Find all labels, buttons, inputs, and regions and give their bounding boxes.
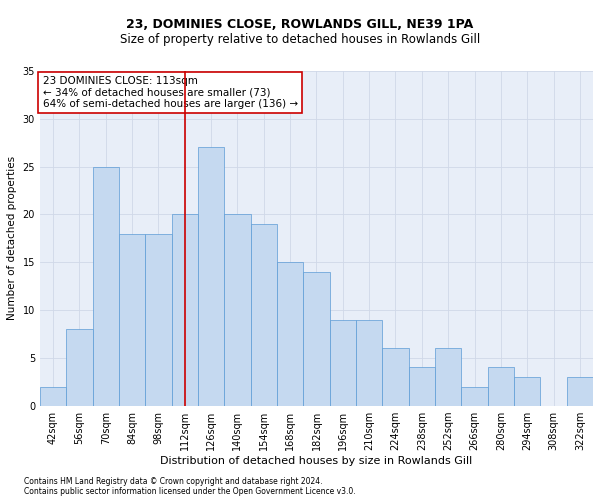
Bar	[461, 386, 488, 406]
Text: Contains HM Land Registry data © Crown copyright and database right 2024.: Contains HM Land Registry data © Crown c…	[24, 477, 323, 486]
Text: 23, DOMINIES CLOSE, ROWLANDS GILL, NE39 1PA: 23, DOMINIES CLOSE, ROWLANDS GILL, NE39 …	[127, 18, 473, 30]
Text: Contains public sector information licensed under the Open Government Licence v3: Contains public sector information licen…	[24, 487, 356, 496]
Bar	[145, 234, 172, 406]
Bar	[198, 148, 224, 406]
Bar	[251, 224, 277, 406]
Bar	[329, 320, 356, 406]
X-axis label: Distribution of detached houses by size in Rowlands Gill: Distribution of detached houses by size …	[160, 456, 473, 466]
Bar	[172, 214, 198, 406]
Bar	[119, 234, 145, 406]
Bar	[277, 262, 303, 406]
Bar	[66, 329, 92, 406]
Bar	[382, 348, 409, 406]
Bar	[224, 214, 251, 406]
Text: Size of property relative to detached houses in Rowlands Gill: Size of property relative to detached ho…	[120, 32, 480, 46]
Y-axis label: Number of detached properties: Number of detached properties	[7, 156, 17, 320]
Bar	[40, 386, 66, 406]
Bar	[435, 348, 461, 406]
Bar	[514, 377, 541, 406]
Bar	[303, 272, 329, 406]
Text: 23 DOMINIES CLOSE: 113sqm
← 34% of detached houses are smaller (73)
64% of semi-: 23 DOMINIES CLOSE: 113sqm ← 34% of detac…	[43, 76, 298, 109]
Bar	[488, 368, 514, 406]
Bar	[92, 166, 119, 406]
Bar	[409, 368, 435, 406]
Bar	[567, 377, 593, 406]
Bar	[356, 320, 382, 406]
